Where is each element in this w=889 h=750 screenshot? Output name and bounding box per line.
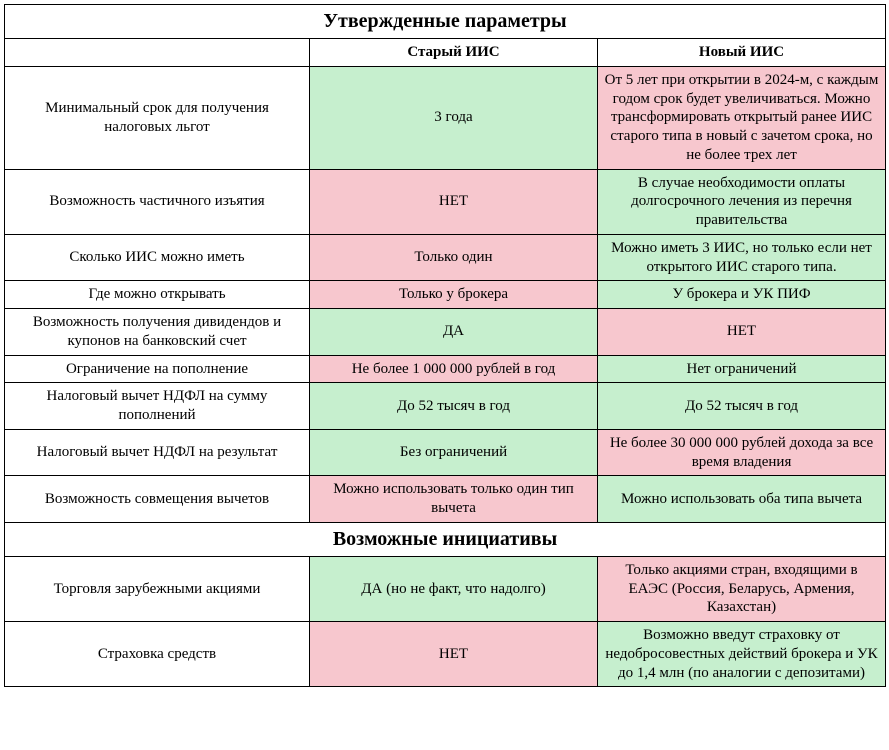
value-cell: НЕТ — [598, 309, 886, 356]
value-cell: Можно использовать оба типа вычета — [598, 476, 886, 523]
table-row: Минимальный срок для получения налоговых… — [5, 66, 886, 169]
value-cell: Не более 30 000 000 рублей дохода за все… — [598, 429, 886, 476]
value-cell: НЕТ — [310, 622, 598, 687]
section-header-approved: Утвержденные параметры — [5, 5, 886, 39]
value-cell: Не более 1 000 000 рублей в год — [310, 355, 598, 383]
row-label: Ограничение на пополнение — [5, 355, 310, 383]
value-cell: Возможно введут страховку от недобросове… — [598, 622, 886, 687]
value-cell: До 52 тысяч в год — [310, 383, 598, 430]
value-cell: ДА (но не факт, что надолго) — [310, 556, 598, 621]
row-label: Налоговый вычет НДФЛ на сумму пополнений — [5, 383, 310, 430]
table-row: Где можно открыватьТолько у брокераУ бро… — [5, 281, 886, 309]
table-row: Страховка средствНЕТВозможно введут стра… — [5, 622, 886, 687]
value-cell: У брокера и УК ПИФ — [598, 281, 886, 309]
table-row: Налоговый вычет НДФЛ на результатБез огр… — [5, 429, 886, 476]
section-header-initiatives: Возможные инициативы — [5, 522, 886, 556]
value-cell: НЕТ — [310, 169, 598, 234]
value-cell: До 52 тысяч в год — [598, 383, 886, 430]
value-cell: ДА — [310, 309, 598, 356]
row-label: Возможность частичного изъятия — [5, 169, 310, 234]
row-label: Налоговый вычет НДФЛ на результат — [5, 429, 310, 476]
comparison-table: Утвержденные параметрыСтарый ИИСНовый ИИ… — [4, 4, 886, 687]
row-label: Возможность получения дивидендов и купон… — [5, 309, 310, 356]
table-row: Сколько ИИС можно иметьТолько одинМожно … — [5, 234, 886, 281]
blank-header — [5, 39, 310, 67]
value-cell: 3 года — [310, 66, 598, 169]
table-row: Возможность частичного изъятияНЕТВ случа… — [5, 169, 886, 234]
value-cell: Только акциями стран, входящими в ЕАЭС (… — [598, 556, 886, 621]
value-cell: Нет ограничений — [598, 355, 886, 383]
value-cell: Без ограничений — [310, 429, 598, 476]
row-label: Где можно открывать — [5, 281, 310, 309]
value-cell: Можно использовать только один тип вычет… — [310, 476, 598, 523]
row-label: Минимальный срок для получения налоговых… — [5, 66, 310, 169]
column-header-new: Новый ИИС — [598, 39, 886, 67]
table-row: Торговля зарубежными акциямиДА (но не фа… — [5, 556, 886, 621]
value-cell: Только у брокера — [310, 281, 598, 309]
table-row: Возможность получения дивидендов и купон… — [5, 309, 886, 356]
value-cell: Можно иметь 3 ИИС, но только если нет от… — [598, 234, 886, 281]
table-row: Налоговый вычет НДФЛ на сумму пополнений… — [5, 383, 886, 430]
column-header-old: Старый ИИС — [310, 39, 598, 67]
value-cell: В случае необходимости оплаты долгосрочн… — [598, 169, 886, 234]
value-cell: От 5 лет при открытии в 2024-м, с каждым… — [598, 66, 886, 169]
value-cell: Только один — [310, 234, 598, 281]
table-row: Возможность совмещения вычетовМожно испо… — [5, 476, 886, 523]
row-label: Сколько ИИС можно иметь — [5, 234, 310, 281]
row-label: Торговля зарубежными акциями — [5, 556, 310, 621]
row-label: Страховка средств — [5, 622, 310, 687]
row-label: Возможность совмещения вычетов — [5, 476, 310, 523]
table-row: Ограничение на пополнениеНе более 1 000 … — [5, 355, 886, 383]
